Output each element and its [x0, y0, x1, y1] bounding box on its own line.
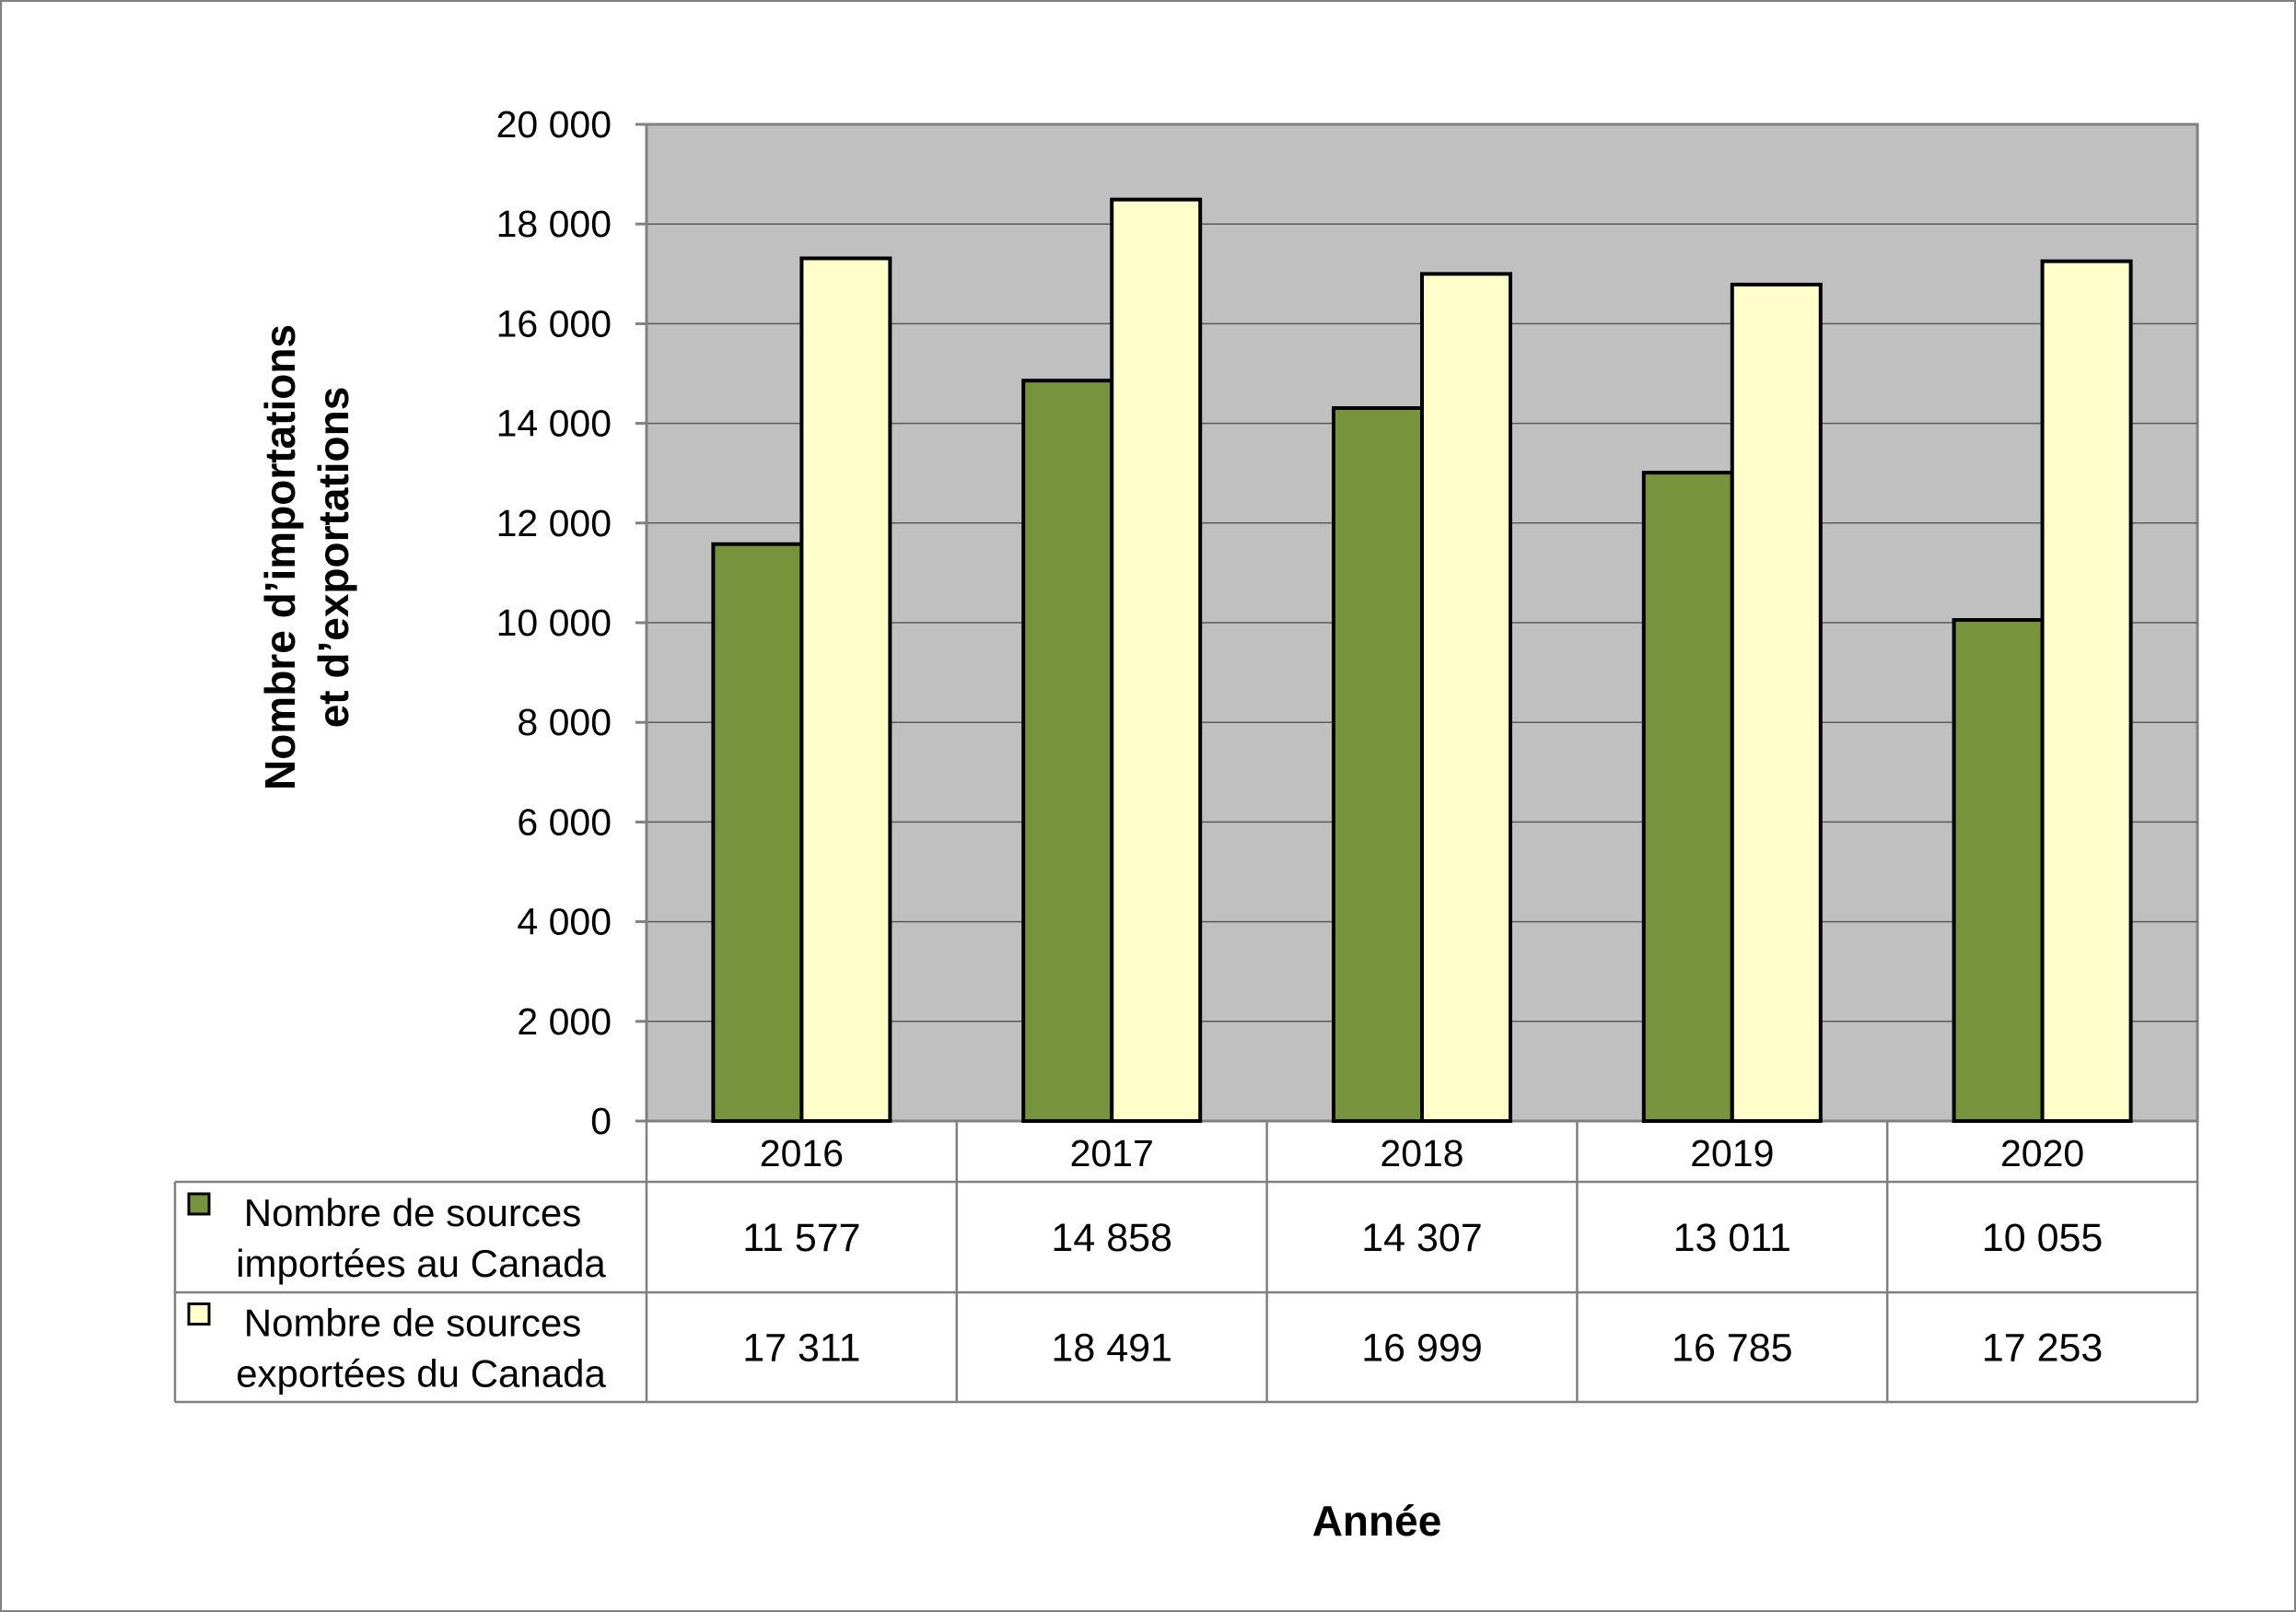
y-tick-label: 14 000	[496, 403, 612, 445]
legend-label-line-1: Nombre de sources	[244, 1302, 582, 1345]
x-axis-title: Année	[1312, 1497, 1442, 1545]
bar-imports-2018	[1332, 405, 1424, 1124]
bar-exports-2016	[799, 256, 892, 1123]
legend-key-exports	[187, 1302, 211, 1326]
data-label: 14 858	[1051, 1216, 1172, 1260]
legend-label-line-2: exportées du Canada	[236, 1352, 606, 1396]
legend-label-line-2: importées au Canada	[236, 1242, 606, 1285]
x-category-label: 2020	[2000, 1132, 2084, 1174]
y-tick-label: 20 000	[496, 103, 612, 146]
x-category-label: 2016	[760, 1132, 844, 1174]
bar-exports-2020	[2040, 259, 2133, 1124]
x-category-label: 2017	[1070, 1132, 1154, 1174]
bar-imports-2016	[711, 542, 804, 1123]
legend-key-imports	[187, 1192, 211, 1216]
bar-imports-2017	[1021, 379, 1114, 1123]
y-axis-title: Nombre d’importations et d’exportations	[256, 324, 357, 790]
x-category-label: 2019	[1690, 1132, 1774, 1174]
data-label: 17 311	[742, 1326, 860, 1371]
data-label: 17 253	[1982, 1326, 2104, 1371]
y-tick-label: 16 000	[496, 302, 612, 345]
data-label: 18 491	[1051, 1326, 1172, 1371]
x-category-label: 2018	[1380, 1132, 1463, 1174]
bar-imports-2020	[1952, 618, 2045, 1123]
bar-exports-2018	[1420, 272, 1512, 1123]
y-tick-label: 12 000	[496, 502, 612, 544]
data-label: 16 785	[1672, 1326, 1793, 1371]
data-label: 16 999	[1361, 1326, 1483, 1371]
bar-imports-2019	[1641, 471, 1734, 1123]
y-tick-label: 10 000	[496, 602, 612, 644]
y-tick-label: 18 000	[496, 203, 612, 245]
legend-label-line-1: Nombre de sources	[244, 1191, 582, 1234]
y-axis-title-line-2: et d’exportations	[309, 387, 357, 729]
y-tick-label: 6 000	[517, 800, 612, 843]
y-axis-title-line-1: Nombre d’importations	[256, 324, 304, 790]
y-axis: 0 2 000 4 000 6 000 8 000 10 000 12 000 14 000 1…	[496, 103, 648, 1142]
y-tick-label: 8 000	[517, 701, 612, 743]
bars	[711, 197, 2133, 1124]
y-tick-label: 0	[590, 1100, 612, 1142]
data-label: 11 577	[742, 1216, 860, 1260]
data-label: 10 055	[1982, 1216, 2104, 1260]
bar-exports-2019	[1730, 282, 1823, 1123]
y-tick-label: 4 000	[517, 901, 612, 943]
data-table: 2016 2017 2018 2019 2020 Nombre de sources imp…	[173, 1121, 2199, 1404]
bar-exports-2017	[1110, 197, 1203, 1123]
y-tick-label: 2 000	[517, 1000, 612, 1043]
data-label: 13 011	[1673, 1216, 1791, 1260]
data-label: 14 307	[1361, 1216, 1483, 1260]
